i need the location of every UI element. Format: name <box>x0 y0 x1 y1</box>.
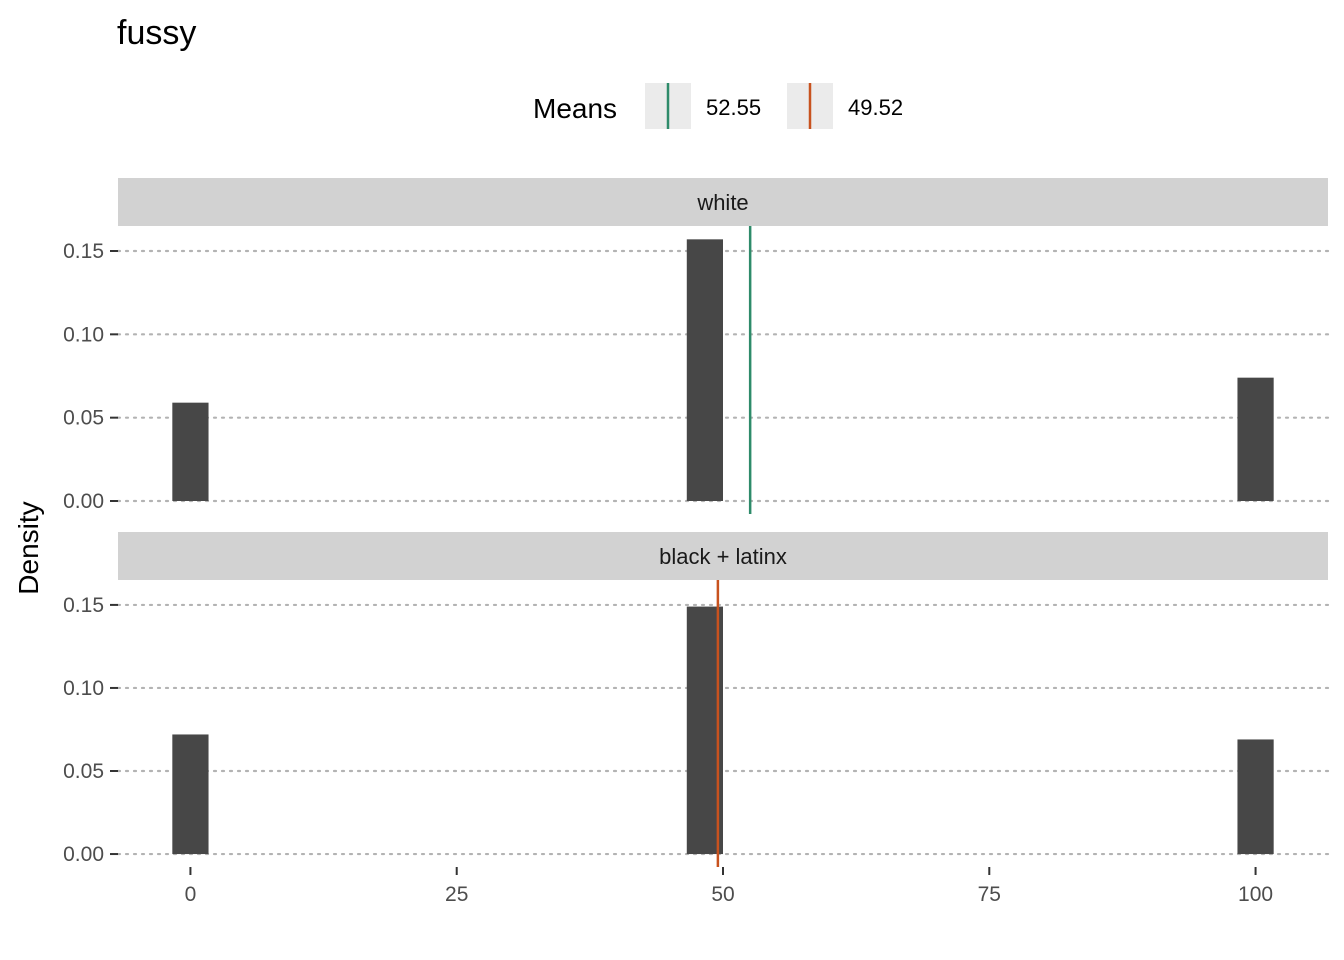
facet-panel-1: black + latinx 0.00 0.05 0.10 0.15 <box>63 532 1330 867</box>
density-bar <box>1237 739 1274 855</box>
legend-entry-1: 49.52 <box>787 83 903 129</box>
legend-title: Means <box>533 93 617 124</box>
strip-background <box>118 178 1328 226</box>
x-tick-label: 100 <box>1238 883 1273 906</box>
density-bar <box>686 239 723 502</box>
legend-label-0: 52.55 <box>706 95 761 120</box>
legend-entry-0: 52.55 <box>645 83 761 129</box>
strip-label: white <box>696 190 748 215</box>
y-tick-label: 0.00 <box>63 843 104 866</box>
legend: Means 52.55 49.52 <box>533 83 903 129</box>
facet-panel-0: white 0.00 0.05 0.10 0.15 <box>63 178 1330 514</box>
x-axis: 0 25 50 75 100 <box>185 867 1273 906</box>
y-tick-label: 0.05 <box>63 760 104 783</box>
x-tick-label: 75 <box>978 883 1001 906</box>
y-tick-label: 0.10 <box>63 677 104 700</box>
legend-label-1: 49.52 <box>848 95 903 120</box>
facet-panels: white 0.00 0.05 0.10 0.15 black + latinx 0.00 0… <box>63 178 1330 867</box>
strip-label: black + latinx <box>659 544 787 569</box>
chart-title: fussy <box>117 14 196 52</box>
x-tick-label: 0 <box>185 883 197 906</box>
density-bar <box>172 402 209 501</box>
x-tick-label: 50 <box>711 883 734 906</box>
density-bar <box>1237 377 1274 501</box>
y-tick-label: 0.10 <box>63 323 104 346</box>
y-tick-label: 0.15 <box>63 240 104 263</box>
density-bar <box>172 734 209 855</box>
y-tick-label: 0.15 <box>63 594 104 617</box>
y-axis-title: Density <box>13 501 44 594</box>
y-tick-label: 0.05 <box>63 407 104 430</box>
y-tick-label: 0.00 <box>63 490 104 513</box>
x-tick-label: 25 <box>445 883 468 906</box>
strip-background <box>118 532 1328 580</box>
